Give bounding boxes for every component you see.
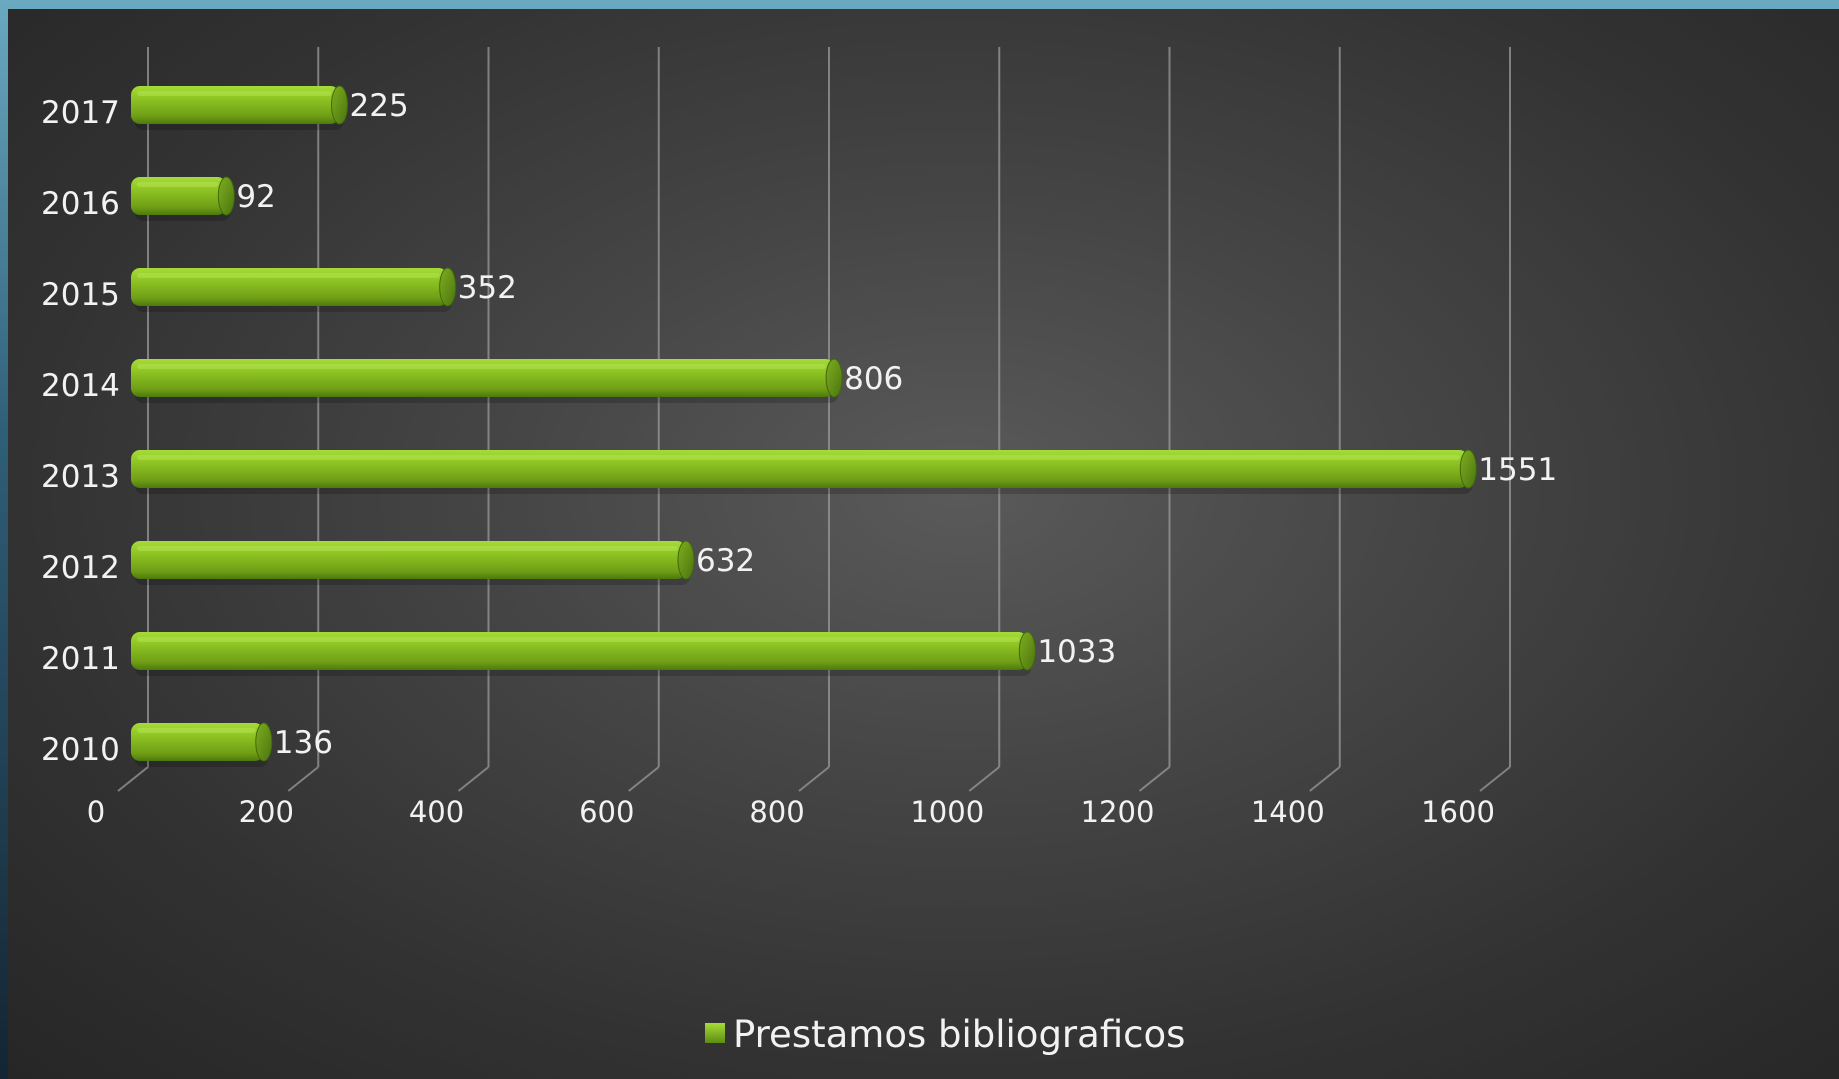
bar-body xyxy=(131,268,448,306)
bar-end-cap xyxy=(331,85,349,125)
bar-highlight xyxy=(137,273,440,278)
bar-body xyxy=(131,541,686,579)
x-tick-label: 1600 xyxy=(1421,795,1495,829)
y-category-label: 2014 xyxy=(41,368,120,404)
bar-highlight xyxy=(137,91,332,96)
floor-line xyxy=(287,766,319,792)
y-category-label: 2013 xyxy=(41,459,120,495)
bar-end-cap xyxy=(1459,449,1477,489)
floor-line xyxy=(1138,766,1171,792)
bar-end-cap xyxy=(217,176,235,216)
bar-end-cap xyxy=(825,358,843,398)
data-label: 1033 xyxy=(1037,634,1116,670)
legend-label: Prestamos bibliograficos xyxy=(733,1013,1185,1056)
bar-body xyxy=(131,359,835,397)
bar xyxy=(131,358,843,403)
y-category-label: 2010 xyxy=(41,732,120,768)
bar xyxy=(131,722,273,767)
bar xyxy=(131,85,349,130)
bar-end-cap xyxy=(255,722,273,762)
bar-body xyxy=(131,632,1028,670)
bar-end-cap xyxy=(439,267,457,307)
floor-line xyxy=(1309,766,1341,792)
bar-end-cap xyxy=(677,540,695,580)
data-label: 92 xyxy=(236,179,275,215)
category-labels: 2010 2011 2012 2013 2014 2015 2016 2017 xyxy=(41,95,120,768)
bar-highlight xyxy=(137,728,256,733)
x-tick-label: 1400 xyxy=(1251,795,1325,829)
data-labels: 136 1033 632 1551 806 352 92 225 xyxy=(236,88,1557,761)
data-label: 632 xyxy=(696,543,755,579)
bar xyxy=(131,449,1477,494)
bar xyxy=(131,176,235,221)
data-label: 136 xyxy=(274,725,333,761)
x-tick-label: 0 xyxy=(87,795,105,829)
floor-line xyxy=(457,766,490,792)
tick-labels: 0 200 400 600 800 1000 1200 1400 1600 xyxy=(87,795,1495,829)
y-category-label: 2011 xyxy=(41,641,120,677)
y-category-label: 2016 xyxy=(41,186,120,222)
data-label: 352 xyxy=(458,270,517,306)
floor-line xyxy=(117,766,149,792)
x-tick-label: 800 xyxy=(749,795,804,829)
x-tick-label: 1000 xyxy=(910,795,984,829)
floor-line xyxy=(798,766,830,792)
data-label: 225 xyxy=(350,88,409,124)
bar xyxy=(131,267,457,312)
bar-highlight xyxy=(137,364,827,369)
bar xyxy=(131,540,695,585)
chart-panel: 136 1033 632 1551 806 352 92 225 2010 2011 2012 20… xyxy=(8,9,1839,1079)
y-category-label: 2015 xyxy=(41,277,120,313)
x-tick-label: 1200 xyxy=(1081,795,1155,829)
bars xyxy=(131,85,1477,767)
floor-lines xyxy=(117,766,1511,792)
data-label: 1551 xyxy=(1478,452,1557,488)
bar-end-cap xyxy=(1018,631,1036,671)
y-category-label: 2012 xyxy=(41,550,120,586)
legend-swatch xyxy=(705,1023,725,1043)
bar-body xyxy=(131,177,227,215)
bar xyxy=(131,631,1036,676)
bar-body xyxy=(131,723,264,761)
bar-highlight xyxy=(137,637,1020,642)
data-label: 806 xyxy=(844,361,903,397)
bar-body xyxy=(131,86,340,124)
bar-highlight xyxy=(137,182,219,187)
bar-body xyxy=(131,450,1469,488)
bar-highlight xyxy=(137,455,1461,460)
floor-line xyxy=(628,766,660,792)
floor-line xyxy=(968,766,1000,792)
x-tick-label: 600 xyxy=(579,795,634,829)
gridlines xyxy=(147,47,1511,767)
legend: Prestamos bibliograficos xyxy=(705,1013,1185,1056)
bar-highlight xyxy=(137,546,678,551)
y-category-label: 2017 xyxy=(41,95,120,131)
floor-line xyxy=(1479,766,1511,792)
x-tick-label: 200 xyxy=(239,795,294,829)
x-tick-label: 400 xyxy=(409,795,464,829)
